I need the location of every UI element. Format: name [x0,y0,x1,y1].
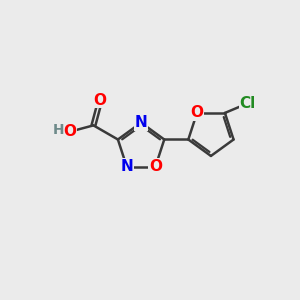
Text: Cl: Cl [240,96,256,111]
Text: O: O [149,159,162,174]
Text: N: N [135,115,148,130]
Text: O: O [190,105,203,120]
Text: N: N [120,159,133,174]
Text: H: H [53,123,64,137]
Text: O: O [63,124,76,139]
Text: O: O [93,92,106,107]
